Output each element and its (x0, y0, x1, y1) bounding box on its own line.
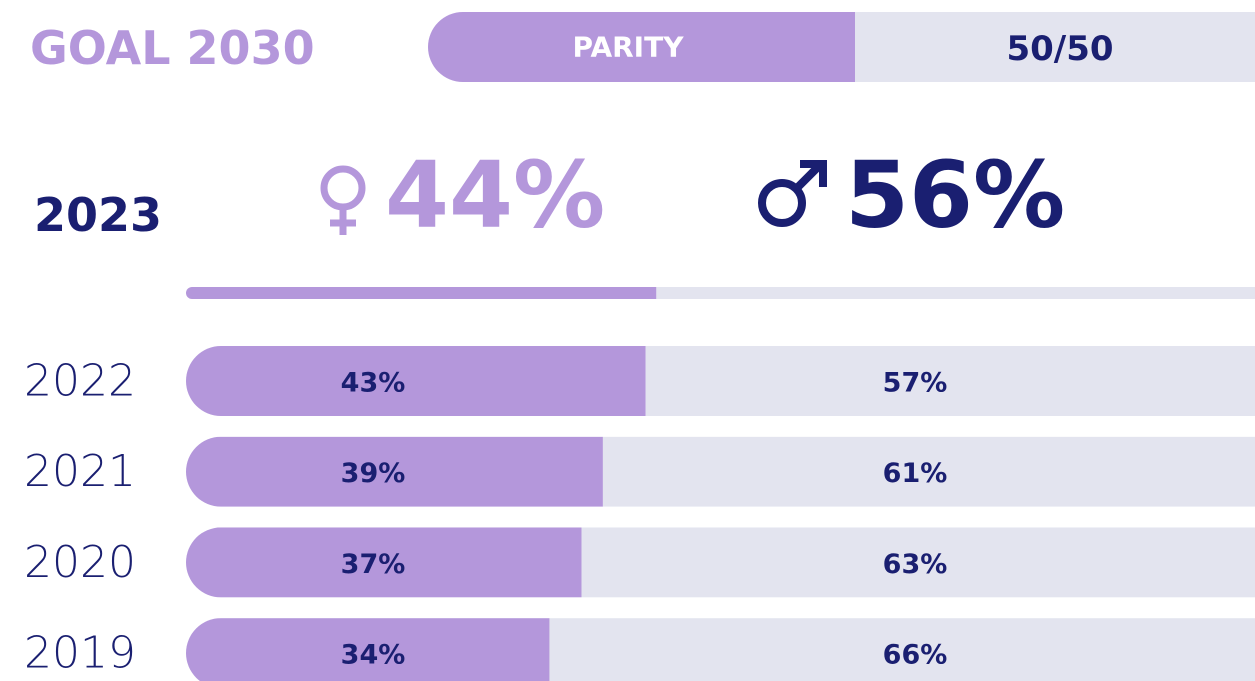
highlight-segment (656, 287, 1255, 299)
highlight-female: 44% (385, 142, 605, 249)
row-bar (186, 436, 1255, 507)
year-label: 2021 (24, 446, 136, 497)
female-icon (320, 165, 366, 235)
bar-segment (186, 618, 550, 681)
bar-segment (186, 346, 646, 416)
year-label: 2019 (24, 628, 136, 679)
row-bar (186, 346, 1255, 416)
highlight-year: 2023 (34, 188, 162, 242)
year-label: 2022 (24, 356, 136, 407)
goal-right (855, 12, 1255, 82)
goal-left (428, 12, 855, 82)
value-label: 37% (341, 549, 406, 580)
goal-label: PARITY (573, 31, 685, 64)
highlight-segment (186, 287, 657, 299)
highlight-male: 56% (845, 142, 1065, 249)
bar-segment (549, 618, 1255, 681)
rows: 2022 43% 57% 2021 39% 61% 2020 37% 63% 2019 34% 66% (24, 346, 1255, 681)
value-label: 63% (883, 549, 948, 580)
value-label: 43% (341, 368, 406, 399)
value-label: 66% (883, 640, 948, 671)
row-bar (186, 527, 1255, 598)
bar-segment (602, 436, 1255, 507)
bar-segment (186, 527, 582, 598)
bar-segment (581, 527, 1255, 598)
bar-segment (645, 346, 1255, 416)
year-label: 2020 (24, 537, 136, 588)
goal-value: 50/50 (1006, 29, 1113, 69)
value-label: 34% (341, 640, 406, 671)
value-label: 57% (883, 368, 948, 399)
title: GOAL 2030 (30, 21, 315, 75)
bar-segment (186, 436, 603, 507)
value-label: 61% (883, 458, 948, 489)
highlight-bar (186, 287, 1255, 299)
value-label: 39% (341, 458, 406, 489)
row-bar (186, 618, 1255, 681)
goal-bar (428, 12, 1255, 82)
male-icon (758, 160, 827, 227)
